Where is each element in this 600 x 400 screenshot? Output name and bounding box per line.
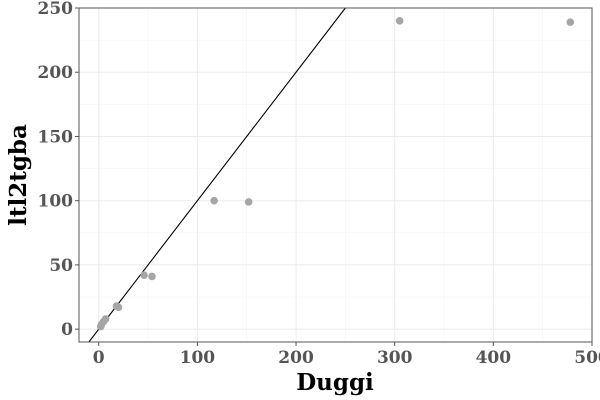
data-point [140, 271, 148, 280]
x-tick-label: 0 [93, 348, 105, 368]
data-points [96, 17, 575, 331]
x-tick-label: 400 [476, 348, 512, 368]
y-tick-label: 50 [49, 256, 73, 276]
x-tick-label: 200 [278, 348, 314, 368]
x-tick-label: 300 [377, 348, 413, 368]
x-axis-ticks: 0 100 200 300 400 500 [93, 342, 600, 368]
reference-line [88, 7, 346, 343]
y-tick-label: 250 [38, 0, 74, 19]
y-axis-ticks: 0 50 100 150 200 250 [38, 0, 79, 340]
x-tick-label: 100 [180, 348, 216, 368]
data-point [101, 315, 110, 323]
x-tick-label: 500 [574, 348, 600, 368]
grid [79, 7, 593, 342]
data-point [395, 17, 404, 25]
y-tick-label: 150 [38, 127, 74, 147]
data-point [566, 18, 575, 26]
data-point [244, 198, 253, 206]
y-tick-label: 200 [38, 63, 74, 83]
panel-border [78, 7, 593, 343]
y-axis-title: ltl2tgba [5, 124, 32, 226]
y-tick-label: 0 [61, 320, 73, 340]
diagonal-reference-line [88, 7, 346, 343]
data-point [114, 303, 123, 312]
y-tick-label: 100 [38, 192, 74, 212]
x-axis-title: Duggi [296, 369, 374, 396]
data-point [148, 272, 156, 281]
data-point [210, 196, 218, 205]
